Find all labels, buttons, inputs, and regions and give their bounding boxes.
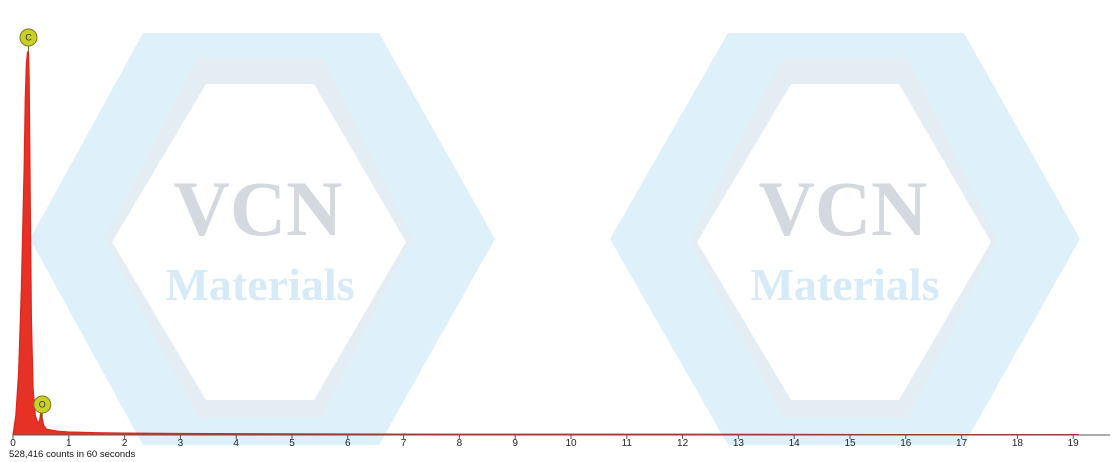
plot-area [12,51,1079,436]
x-tick-label: 6 [345,438,351,449]
x-tick-label: 18 [1012,438,1024,449]
peak-annotations: CO [19,28,52,420]
x-tick-label: 8 [457,438,463,449]
x-tick-label: 13 [733,438,745,449]
x-tick-label: 19 [1068,438,1080,449]
watermark-text-materials: Materials [165,259,354,310]
watermark-text-materials: Materials [750,259,939,310]
acquisition-summary: 528,416 counts in 60 seconds [9,449,136,460]
peak-marker-c: C [19,28,38,52]
watermark-text-vcn: VCN [759,165,928,252]
spectrum-line [12,51,1079,436]
x-tick-label: 15 [844,438,856,449]
x-tick-label: 4 [233,438,239,449]
watermark-text-vcn: VCN [174,165,343,252]
peak-marker-o: O [33,395,52,420]
x-tick-label: 14 [789,438,801,449]
x-tick-label: 2 [122,438,128,449]
watermark-logo-right: VCN Materials [610,33,1080,445]
peak-label-c: C [25,33,32,43]
x-tick-label: 16 [900,438,912,449]
x-tick-label: 7 [401,438,407,449]
x-tick-label: 10 [565,438,577,449]
x-tick-label: 9 [512,438,518,449]
x-tick-label: 1 [66,438,72,449]
x-tick-label: 11 [622,438,633,449]
watermark-logo-left: VCN Materials [30,33,495,445]
x-axis: 0 1 2 3 4 5 6 7 8 9 10 11 12 13 14 15 16 17 18 19 [10,434,1110,449]
x-tick-label: 3 [178,438,184,449]
peak-label-o: O [39,400,46,410]
peak-marker-circle [33,395,52,414]
x-tick-label: 5 [289,438,295,449]
peak-marker-circle [19,28,38,47]
x-tick-label: 17 [956,438,968,449]
x-tick-label: 12 [677,438,689,449]
x-tick-label: 0 [10,438,16,449]
